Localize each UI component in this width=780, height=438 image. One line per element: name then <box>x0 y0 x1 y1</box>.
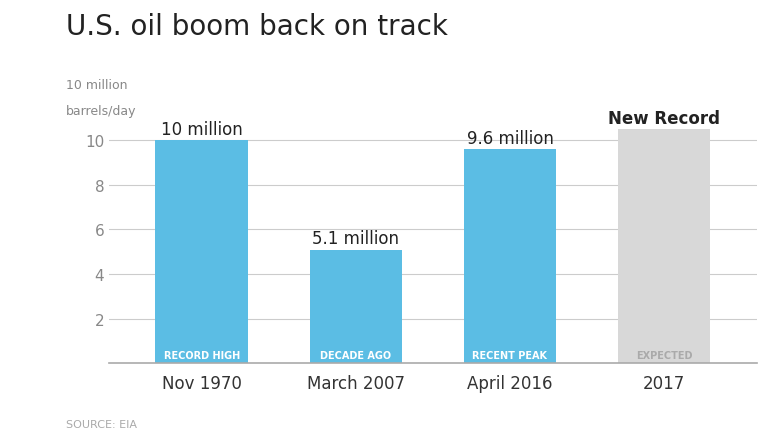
Bar <box>464 150 556 364</box>
Text: New Record: New Record <box>608 110 720 127</box>
Bar <box>155 141 248 364</box>
Text: RECENT PEAK: RECENT PEAK <box>473 350 548 360</box>
Text: barrels/day: barrels/day <box>66 105 136 118</box>
Text: U.S. oil boom back on track: U.S. oil boom back on track <box>66 13 448 41</box>
Text: DECADE AGO: DECADE AGO <box>321 350 392 360</box>
Text: SOURCE: EIA: SOURCE: EIA <box>66 419 137 429</box>
Text: 10 million: 10 million <box>66 79 128 92</box>
Text: EXPECTED: EXPECTED <box>636 350 693 360</box>
Text: RECORD HIGH: RECORD HIGH <box>164 350 239 360</box>
Text: 10 million: 10 million <box>161 121 243 139</box>
Text: 9.6 million: 9.6 million <box>466 130 553 148</box>
Bar <box>618 130 711 364</box>
Bar <box>310 250 402 364</box>
Text: 5.1 million: 5.1 million <box>312 230 399 248</box>
